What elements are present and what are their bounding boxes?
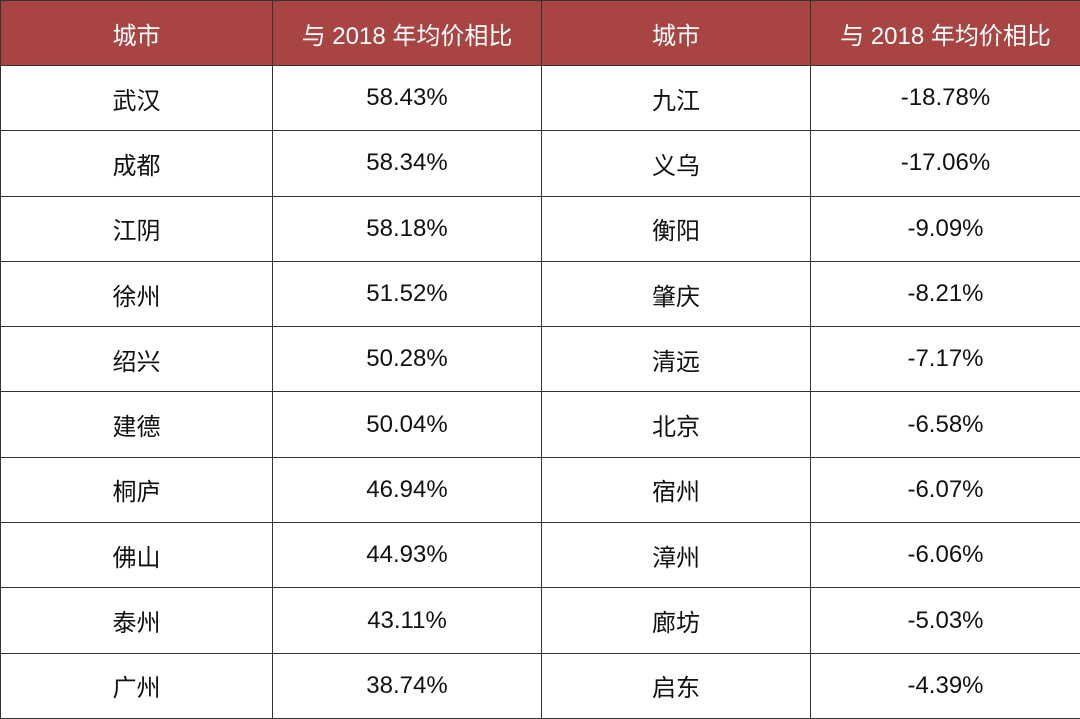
city-cell: 泰州 bbox=[0, 587, 273, 654]
table-row: 成都 58.34% 义乌 -17.06% bbox=[0, 130, 1080, 197]
table-row: 泰州 43.11% 廊坊 -5.03% bbox=[0, 587, 1080, 654]
change-cell: -9.09% bbox=[810, 195, 1080, 262]
table-header: 城市与 2018 年均价相比 城市与 2018 年均价相比 bbox=[0, 0, 1080, 66]
change-cell: 38.74% bbox=[272, 652, 542, 719]
city-cell: 佛山 bbox=[0, 522, 273, 589]
city-cell: 建德 bbox=[0, 391, 273, 458]
header-cell: 与 2018 年均价相比 bbox=[272, 0, 542, 66]
table-row: 绍兴 50.28% 清远 -7.17% bbox=[0, 326, 1080, 393]
city-cell: 清远 bbox=[541, 326, 811, 393]
table-row: 武汉 58.43% 九江 -18.78% bbox=[0, 64, 1080, 132]
table-row: 江阴 58.18% 衡阳 -9.09% bbox=[0, 195, 1080, 262]
city-cell: 徐州 bbox=[0, 260, 273, 328]
change-cell: 58.18% bbox=[272, 195, 542, 262]
city-cell: 廊坊 bbox=[541, 587, 811, 654]
city-cell: 北京 bbox=[541, 391, 811, 458]
change-cell: 44.93% bbox=[272, 522, 542, 589]
header-row: 城市与 2018 年均价相比 城市与 2018 年均价相比 bbox=[0, 0, 1080, 66]
city-cell: 广州 bbox=[0, 652, 273, 719]
city-cell: 桐庐 bbox=[0, 456, 273, 524]
header-cell: 与 2018 年均价相比 bbox=[810, 0, 1080, 66]
change-cell: -6.58% bbox=[810, 391, 1080, 458]
change-cell: -6.07% bbox=[810, 456, 1080, 524]
city-cell: 衡阳 bbox=[541, 195, 811, 262]
change-cell: -6.06% bbox=[810, 522, 1080, 589]
change-cell: 43.11% bbox=[272, 587, 542, 654]
change-cell: -8.21% bbox=[810, 260, 1080, 328]
table-row: 徐州 51.52% 肇庆 -8.21% bbox=[0, 260, 1080, 328]
table-body: 武汉 58.43% 九江 -18.78% 成都 58.34% 义乌 -17.06% 江阴 58.1… bbox=[0, 64, 1080, 719]
city-cell: 肇庆 bbox=[541, 260, 811, 328]
city-cell: 启东 bbox=[541, 652, 811, 719]
change-cell: 58.43% bbox=[272, 64, 542, 132]
city-cell: 九江 bbox=[541, 64, 811, 132]
city-cell: 绍兴 bbox=[0, 326, 273, 393]
change-cell: 51.52% bbox=[272, 260, 542, 328]
table-row: 建德 50.04% 北京 -6.58% bbox=[0, 391, 1080, 458]
city-cell: 成都 bbox=[0, 130, 273, 197]
change-cell: 50.28% bbox=[272, 326, 542, 393]
city-cell: 江阴 bbox=[0, 195, 273, 262]
city-cell: 武汉 bbox=[0, 64, 273, 132]
change-cell: -7.17% bbox=[810, 326, 1080, 393]
table-row: 广州 38.74% 启东 -4.39% bbox=[0, 652, 1080, 719]
change-cell: -4.39% bbox=[810, 652, 1080, 719]
change-cell: 46.94% bbox=[272, 456, 542, 524]
table-row: 佛山 44.93% 漳州 -6.06% bbox=[0, 522, 1080, 589]
city-cell: 漳州 bbox=[541, 522, 811, 589]
header-cell: 城市 bbox=[541, 0, 811, 66]
city-cell: 义乌 bbox=[541, 130, 811, 197]
change-cell: 50.04% bbox=[272, 391, 542, 458]
header-cell: 城市 bbox=[0, 0, 273, 66]
change-cell: 58.34% bbox=[272, 130, 542, 197]
change-cell: -18.78% bbox=[810, 64, 1080, 132]
table-row: 桐庐 46.94% 宿州 -6.07% bbox=[0, 456, 1080, 524]
change-cell: -17.06% bbox=[810, 130, 1080, 197]
city-cell: 宿州 bbox=[541, 456, 811, 524]
change-cell: -5.03% bbox=[810, 587, 1080, 654]
